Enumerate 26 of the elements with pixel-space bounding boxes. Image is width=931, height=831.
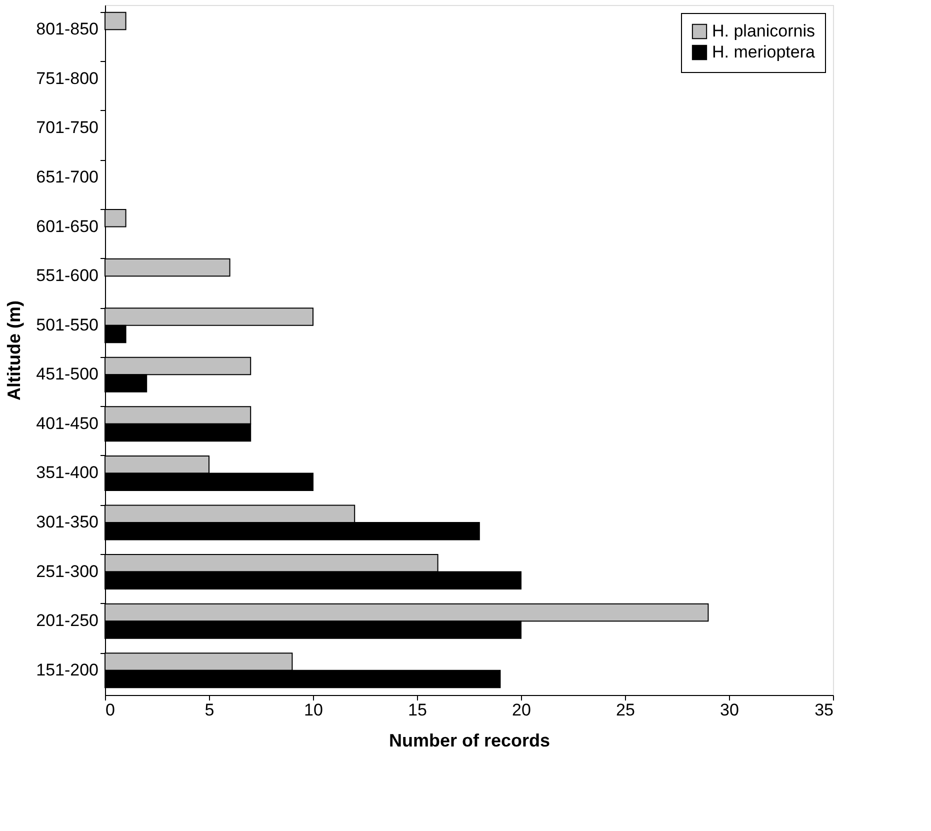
y-tick-label: 251-300 [36,562,98,581]
legend-label: H. planicornis [712,22,815,40]
y-tick-label: 651-700 [36,168,98,186]
y-tick-label: 301-350 [36,512,98,532]
x-tick-label: 10 [304,700,323,720]
y-tick-label: 551-600 [36,266,98,286]
x-tick-label: 15 [408,700,427,720]
x-tick-label: 25 [616,700,635,720]
y-tick-label: 501-550 [36,315,98,334]
y-tick-label: 751-800 [36,68,98,88]
legend-label: H. merioptera [712,42,816,62]
x-tick-label: 20 [512,700,531,720]
y-tick-label: 151-200 [36,660,98,680]
y-axis-title: Altitude (m) [4,300,24,400]
x-tick-label: 5 [204,700,214,720]
y-tick-label: 601-650 [36,216,98,236]
x-axis-title: Number of records [388,730,550,750]
y-tick-label: 701-750 [36,118,98,138]
y-tick-label: 351-400 [36,463,98,482]
x-tick-label: 35 [814,700,834,720]
y-tick-label: 451-500 [36,364,98,384]
y-tick-label: 201-250 [36,611,98,630]
y-tick-label: 801-850 [36,20,98,39]
x-tick-label: 30 [720,700,739,720]
y-tick-label: 401-450 [36,414,98,433]
x-tick-label: 0 [106,700,115,720]
